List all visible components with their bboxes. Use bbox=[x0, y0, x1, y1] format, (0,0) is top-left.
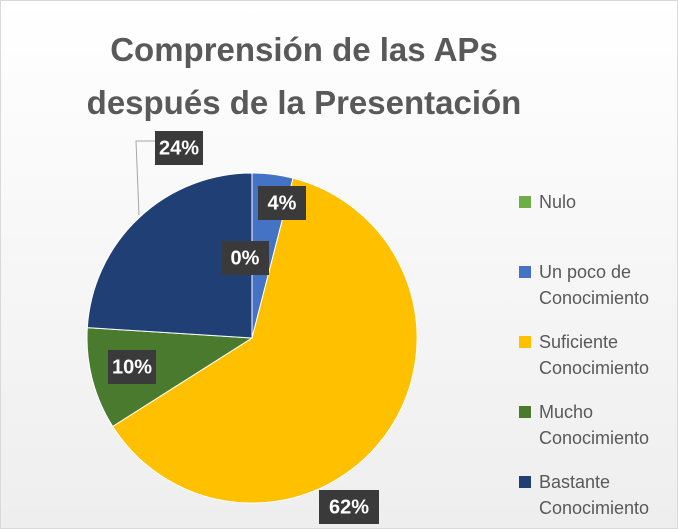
pie-slice bbox=[111, 177, 418, 504]
legend-label: Un poco de Conocimiento bbox=[539, 262, 650, 308]
legend-item: Un poco de Conocimiento bbox=[519, 259, 669, 311]
data-label-box bbox=[258, 186, 306, 220]
data-label-box bbox=[221, 241, 269, 275]
data-label-box bbox=[155, 131, 203, 165]
data-label: 24% bbox=[159, 137, 199, 159]
legend-swatch bbox=[519, 336, 531, 348]
pie-slice bbox=[86, 172, 253, 339]
legend-item: Bastante Conocimiento bbox=[519, 469, 669, 521]
legend-label: Mucho Conocimiento bbox=[539, 402, 650, 448]
legend-label: Nulo bbox=[539, 192, 577, 212]
data-label: 0% bbox=[231, 247, 260, 269]
legend-label: Bastante Conocimiento bbox=[539, 472, 650, 518]
data-label: 4% bbox=[268, 192, 297, 214]
data-label-box bbox=[319, 490, 379, 524]
legend-swatch bbox=[519, 406, 531, 418]
legend-swatch bbox=[519, 476, 531, 488]
data-label: 62% bbox=[329, 496, 369, 518]
chart-title: después de la Presentación bbox=[87, 84, 522, 121]
legend-swatch bbox=[519, 266, 531, 278]
data-label: 10% bbox=[112, 356, 152, 378]
legend-item: Nulo bbox=[519, 189, 669, 215]
legend-item: Suficiente Conocimiento bbox=[519, 329, 669, 381]
legend-item: Mucho Conocimiento bbox=[519, 399, 669, 451]
legend-swatch bbox=[519, 196, 531, 208]
data-label-box bbox=[108, 350, 156, 384]
legend-label: Suficiente Conocimiento bbox=[539, 332, 650, 378]
leader-line bbox=[135, 140, 159, 216]
chart-title: Comprensión de las APs bbox=[110, 31, 498, 68]
